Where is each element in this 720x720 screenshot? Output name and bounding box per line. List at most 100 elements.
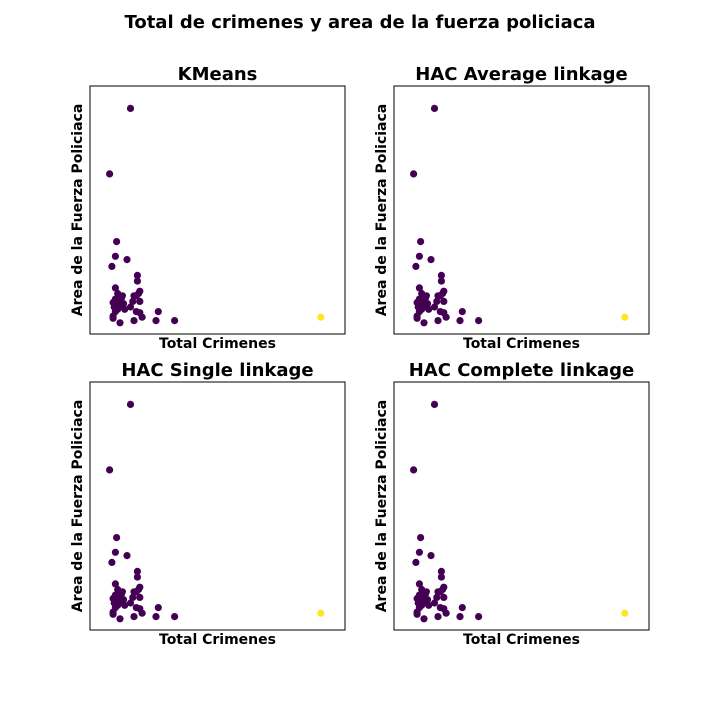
data-point bbox=[152, 317, 160, 325]
panel-title: HAC Complete linkage bbox=[409, 360, 635, 381]
data-point bbox=[121, 305, 129, 313]
y-axis-label: Area de la Fuerza Policiaca bbox=[70, 104, 86, 317]
data-point bbox=[456, 613, 464, 621]
data-point bbox=[130, 613, 138, 621]
data-point bbox=[434, 317, 442, 325]
data-point bbox=[132, 292, 140, 300]
data-point bbox=[113, 534, 121, 542]
data-point bbox=[123, 552, 131, 560]
data-point bbox=[111, 548, 119, 556]
data-point bbox=[152, 613, 160, 621]
panel-hac-average: HAC Average linkage Total Crimenes Area de… bbox=[374, 64, 650, 352]
data-point bbox=[413, 610, 421, 618]
data-point bbox=[154, 308, 162, 316]
data-point bbox=[425, 305, 433, 313]
data-point bbox=[475, 317, 483, 325]
data-point bbox=[133, 567, 141, 576]
data-point bbox=[136, 593, 144, 602]
panel-title: HAC Average linkage bbox=[415, 64, 627, 85]
data-point bbox=[154, 604, 162, 612]
data-point bbox=[133, 277, 141, 285]
figure-title: Total de crimenes y area de la fuerza po… bbox=[124, 12, 595, 33]
data-point bbox=[111, 252, 119, 260]
data-point bbox=[420, 319, 428, 327]
data-point bbox=[442, 313, 450, 321]
data-point bbox=[427, 552, 435, 560]
data-point bbox=[442, 609, 450, 617]
data-point bbox=[412, 558, 420, 567]
data-point bbox=[427, 256, 435, 264]
panel-hac-single: HAC Single linkage Total Crimenes Area de … bbox=[70, 360, 346, 648]
data-point bbox=[133, 271, 141, 279]
data-point bbox=[129, 593, 137, 602]
data-point bbox=[138, 609, 146, 617]
data-point bbox=[415, 580, 423, 588]
data-point bbox=[133, 573, 141, 581]
data-point bbox=[108, 262, 116, 270]
panel-title: KMeans bbox=[178, 64, 258, 85]
x-axis-label: Total Crimenes bbox=[159, 336, 276, 352]
data-point bbox=[410, 466, 418, 474]
data-point bbox=[111, 284, 119, 292]
data-point bbox=[121, 601, 129, 609]
data-point bbox=[126, 599, 135, 607]
data-point bbox=[410, 170, 418, 178]
panel-hac-complete: HAC Complete linkage Total Crimenes Area d… bbox=[374, 360, 650, 648]
data-point bbox=[412, 262, 420, 270]
data-point bbox=[415, 252, 423, 260]
data-point bbox=[116, 319, 124, 327]
data-point bbox=[420, 615, 428, 623]
data-point bbox=[440, 297, 448, 305]
data-point bbox=[437, 573, 445, 581]
data-point bbox=[458, 308, 466, 316]
data-point bbox=[437, 277, 445, 285]
y-axis-label: Area de la Fuerza Policiaca bbox=[374, 104, 390, 317]
y-axis-label: Area de la Fuerza Policiaca bbox=[70, 400, 86, 613]
data-point bbox=[138, 313, 146, 321]
data-point bbox=[621, 313, 629, 321]
data-point bbox=[436, 588, 444, 596]
data-point bbox=[425, 601, 433, 609]
data-point bbox=[132, 588, 140, 596]
data-point bbox=[430, 104, 439, 112]
data-point bbox=[171, 317, 179, 325]
data-point bbox=[109, 610, 117, 618]
y-axis-label: Area de la Fuerza Policiaca bbox=[374, 400, 390, 613]
points-hac-complete bbox=[410, 400, 629, 623]
data-point bbox=[475, 613, 483, 621]
data-point bbox=[317, 609, 325, 617]
data-point bbox=[413, 314, 421, 322]
data-point bbox=[129, 297, 137, 305]
data-point bbox=[171, 613, 179, 621]
data-point bbox=[108, 558, 116, 567]
data-point bbox=[106, 170, 114, 178]
data-point bbox=[437, 271, 445, 279]
data-point bbox=[437, 567, 445, 576]
data-point bbox=[417, 238, 425, 246]
axes-frame bbox=[393, 381, 650, 631]
data-point bbox=[109, 314, 117, 322]
data-point bbox=[317, 313, 325, 321]
data-point bbox=[430, 400, 439, 408]
points-hac-single bbox=[106, 400, 325, 623]
data-point bbox=[621, 609, 629, 617]
x-axis-label: Total Crimenes bbox=[463, 336, 580, 352]
data-point bbox=[433, 593, 441, 602]
data-point bbox=[126, 303, 135, 311]
axes-frame bbox=[89, 85, 346, 335]
data-point bbox=[123, 256, 131, 264]
data-point bbox=[458, 604, 466, 612]
data-point bbox=[113, 238, 121, 246]
points-hac-average bbox=[410, 104, 629, 327]
data-point bbox=[136, 297, 144, 305]
data-point bbox=[415, 284, 423, 292]
data-point bbox=[130, 317, 138, 325]
data-point bbox=[417, 534, 425, 542]
data-point bbox=[111, 580, 119, 588]
data-point bbox=[434, 613, 442, 621]
data-point bbox=[116, 615, 124, 623]
data-point bbox=[126, 400, 135, 408]
data-point bbox=[456, 317, 464, 325]
